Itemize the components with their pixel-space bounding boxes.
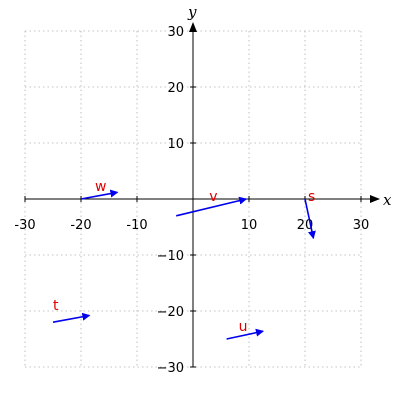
y-tick-label: 30 [167, 25, 184, 40]
vector-label-u: u [239, 319, 248, 335]
y-tick-label: −20 [157, 305, 184, 320]
axes [25, 22, 380, 367]
vector-label-s: s [308, 189, 315, 205]
x-tick-label: -20 [70, 218, 91, 233]
vector-label-t: t [53, 298, 59, 314]
vector-u [226, 328, 264, 340]
x-tick-label: 10 [241, 218, 258, 233]
vectors: s t u v w [52, 179, 316, 340]
vector-s [304, 198, 316, 240]
y-tick-label: 20 [167, 81, 184, 96]
y-tick-label: −30 [157, 361, 184, 376]
y-tick-label: −10 [157, 249, 184, 264]
vector-label-v: v [209, 189, 217, 205]
vector-w [80, 189, 119, 200]
vector-t [52, 312, 91, 323]
x-axis-label: x [383, 191, 392, 209]
x-tick-label: 30 [353, 218, 370, 233]
y-axis-label: y [187, 3, 197, 21]
vector-v [176, 196, 248, 217]
y-tick-label: 10 [167, 137, 184, 152]
x-tick-label: -30 [14, 218, 35, 233]
vector-label-w: w [95, 179, 106, 195]
x-tick-label: -10 [126, 218, 147, 233]
